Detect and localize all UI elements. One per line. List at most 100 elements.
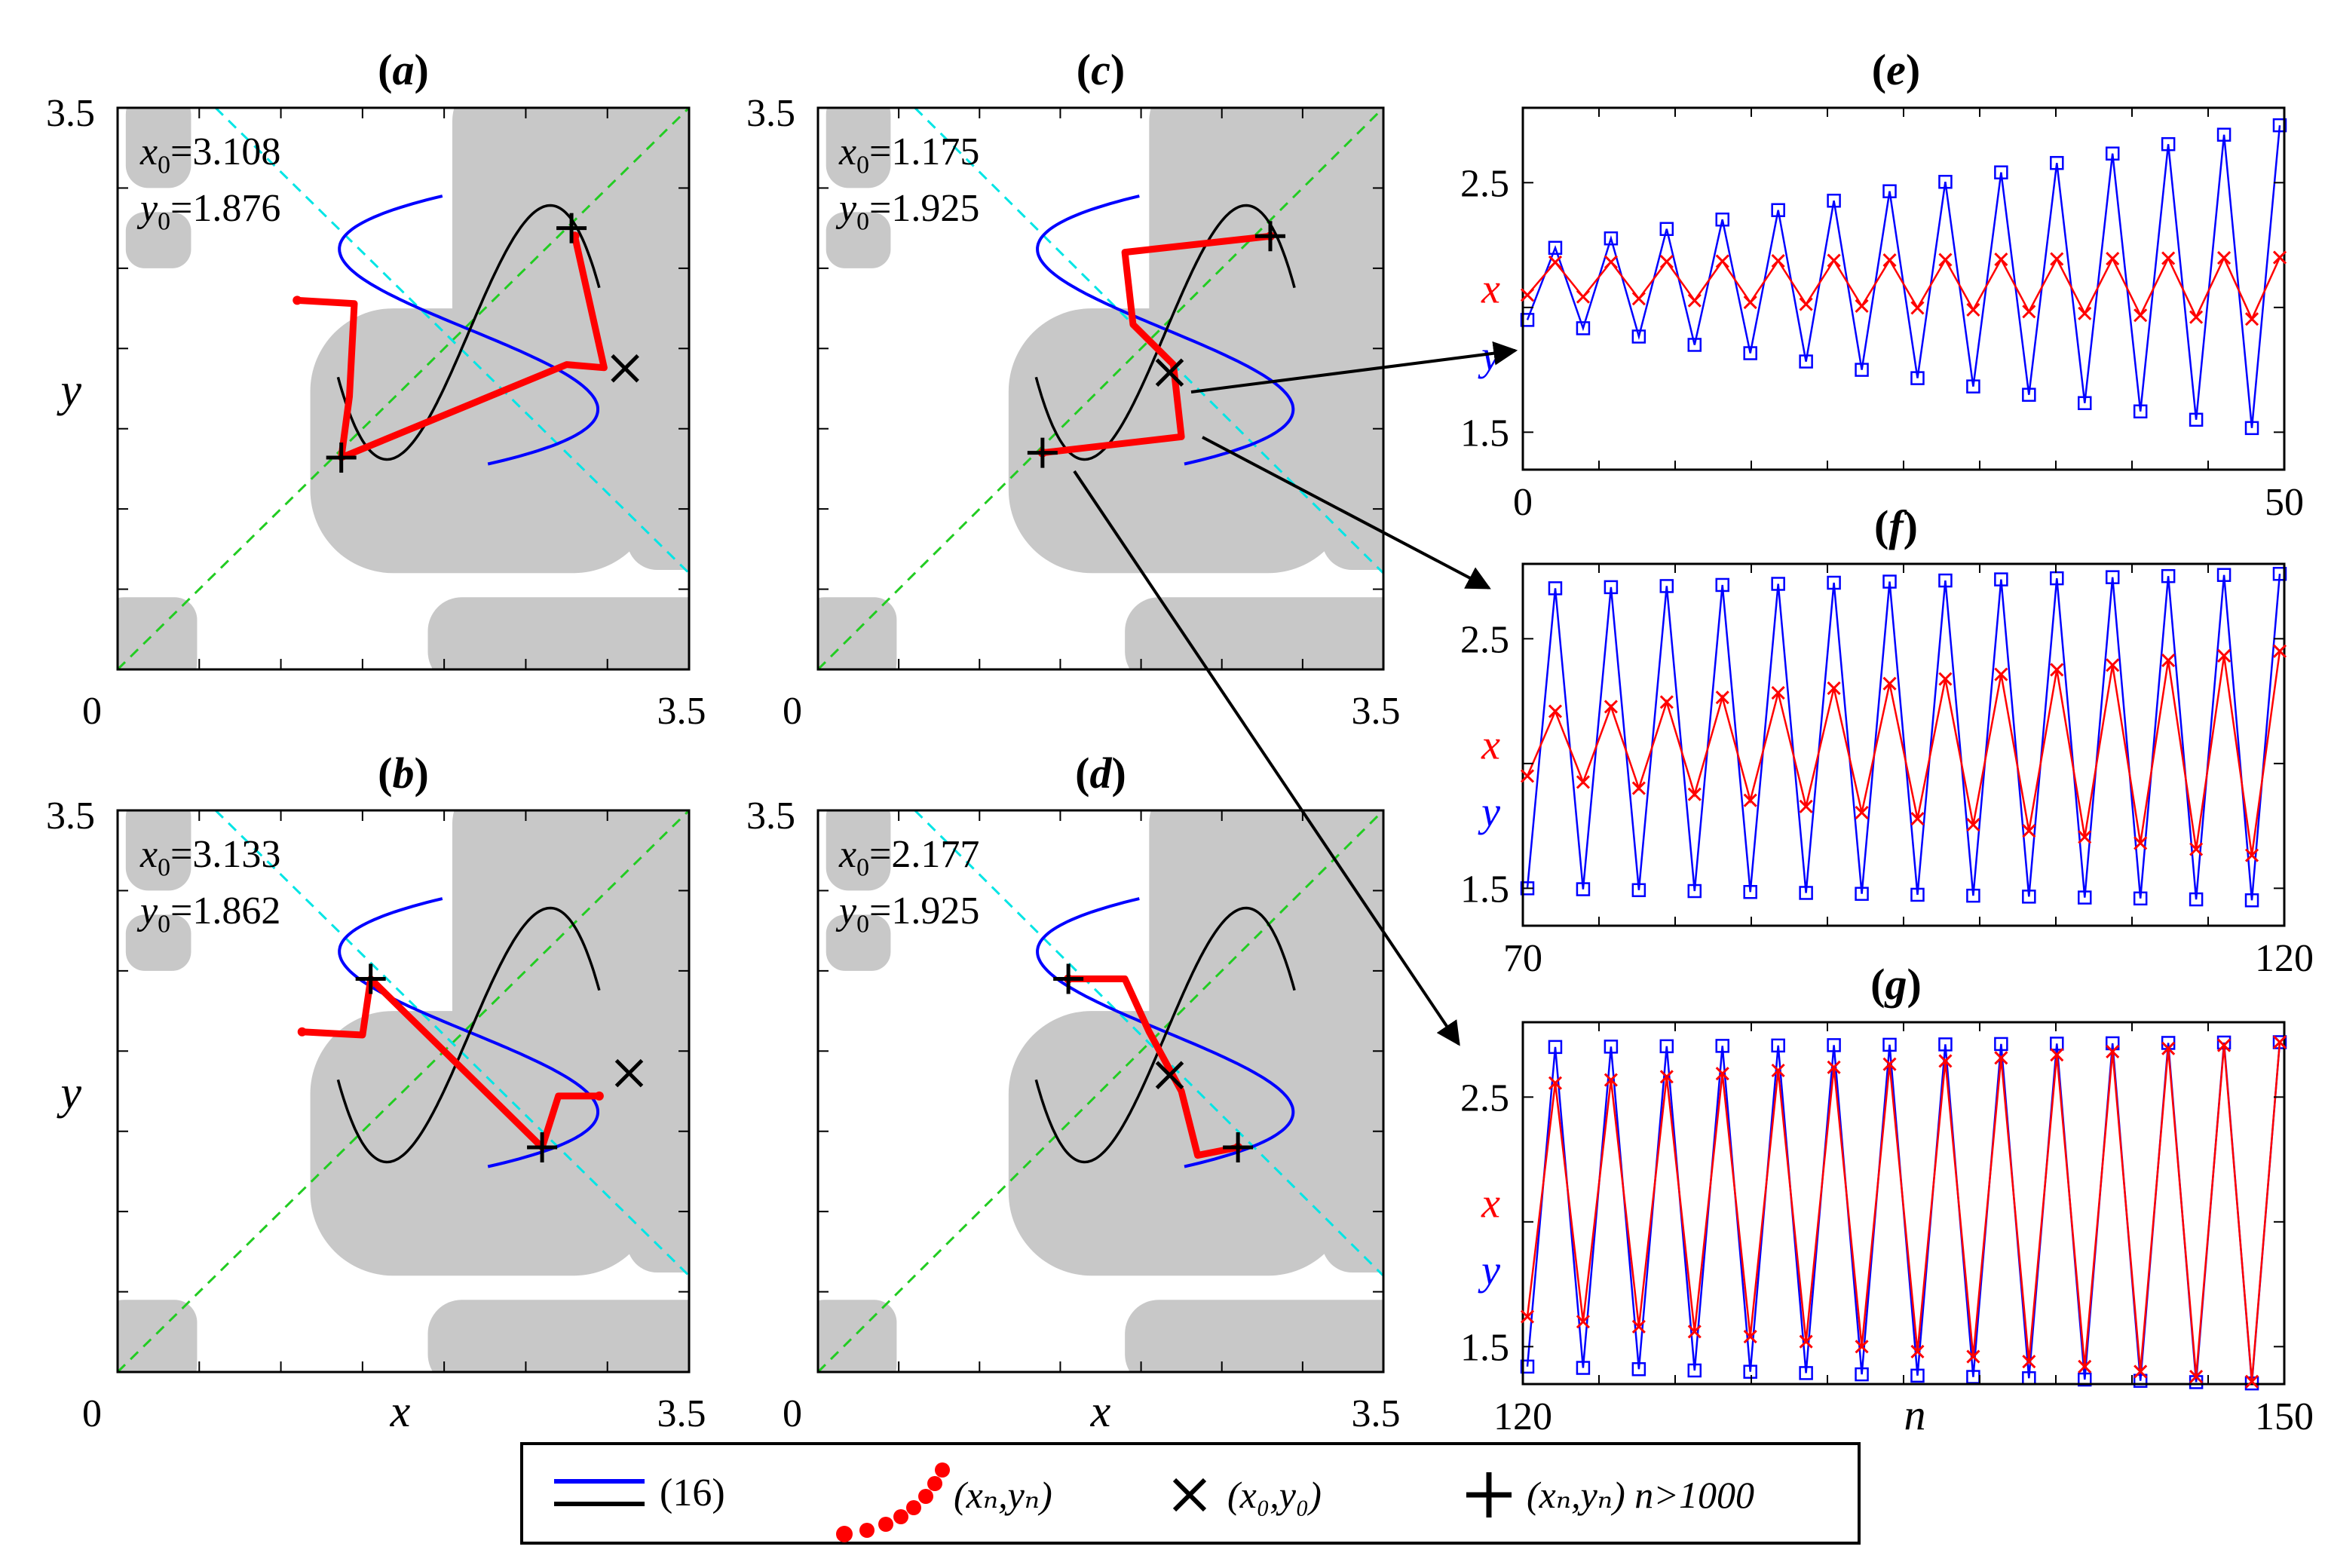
shaded-region	[452, 810, 689, 1076]
cross-stroke	[1715, 691, 1729, 705]
limit-point-marker	[326, 443, 357, 473]
anti-diagonal-line	[214, 810, 689, 1277]
data-point	[2216, 568, 2232, 582]
shaded-region	[310, 1011, 657, 1276]
data-point	[1659, 1070, 1674, 1084]
cross-stroke	[1882, 676, 1897, 691]
trajectory-path	[1039, 232, 1274, 457]
series-x-line	[1527, 256, 2281, 322]
panel-title: (b)	[378, 749, 429, 798]
x-tick-label: 120	[2255, 937, 2314, 980]
cross-stroke	[2022, 1355, 2036, 1369]
data-point	[1631, 781, 1646, 795]
data-point	[2189, 1370, 2204, 1384]
limit-point-marker	[1223, 1132, 1254, 1162]
legend-curve-label: (16)	[660, 1472, 725, 1514]
data-point	[1687, 338, 1702, 352]
data-point	[1827, 575, 1841, 590]
panel-e	[1520, 106, 2287, 471]
cross-stroke	[1687, 1325, 1702, 1339]
legend-y-label: y	[1478, 1248, 1500, 1294]
shaded-region	[818, 1300, 897, 1372]
panel-a	[116, 106, 691, 671]
data-point	[2244, 893, 2259, 908]
data-point	[1659, 579, 1674, 593]
cross-stroke	[1855, 805, 1869, 819]
shaded-region	[826, 914, 891, 971]
x-tick-label: 0	[783, 1392, 802, 1435]
shaded-region	[626, 332, 689, 571]
data-point	[1715, 212, 1729, 227]
y-tick-label: 3.5	[46, 795, 95, 838]
data-point	[1910, 1344, 1925, 1359]
data-point	[2133, 1374, 2148, 1388]
data-point	[2133, 836, 2148, 850]
cross-stroke	[1910, 811, 1925, 826]
cross-stroke	[1827, 253, 1841, 268]
data-point	[1855, 1340, 1869, 1354]
data-point	[1604, 700, 1618, 714]
data-point	[1631, 1362, 1646, 1377]
data-point	[1576, 882, 1591, 896]
data-point	[1548, 581, 1563, 596]
shaded-region	[125, 108, 191, 188]
limit-point-marker	[355, 963, 386, 994]
panel-c	[816, 106, 1385, 671]
data-point	[1882, 676, 1897, 691]
cross-stroke	[2189, 842, 2204, 856]
data-point	[2189, 842, 2204, 856]
data-point	[1910, 1368, 1925, 1383]
data-point	[1771, 203, 1785, 217]
data-point	[1827, 193, 1841, 208]
cross-stroke	[1827, 681, 1841, 695]
y0-value-label: y0=1.925	[835, 890, 979, 938]
y0-value-label: y0=1.876	[136, 187, 280, 235]
data-point	[2050, 663, 2064, 677]
panel-title: (d)	[1075, 749, 1126, 798]
data-point	[1659, 222, 1674, 236]
y0-value-label: y0=1.862	[136, 890, 280, 938]
cross-stroke	[1715, 1067, 1729, 1081]
cross-stroke	[1966, 302, 1980, 317]
cross-stroke	[1687, 787, 1702, 801]
data-point	[1771, 577, 1785, 591]
trajectory-path	[1064, 975, 1242, 1159]
data-point	[1994, 1037, 2008, 1052]
legend-trajectory-dot	[893, 1509, 908, 1524]
shaded-region	[818, 597, 897, 669]
data-point	[1827, 1060, 1841, 1074]
diagonal-line	[118, 810, 689, 1372]
shaded-region	[826, 212, 891, 268]
start-marker	[614, 1058, 644, 1088]
panel-title: (e)	[1872, 45, 1920, 94]
data-point	[2272, 566, 2287, 581]
cross-stroke	[1994, 253, 2008, 267]
shaded-region	[125, 810, 191, 891]
y-tick-label: 1.5	[1460, 1326, 1509, 1369]
shaded-region	[118, 1300, 198, 1372]
data-point	[1743, 884, 1757, 899]
y-tick-label: 3.5	[746, 795, 795, 838]
shaded-region	[1322, 1035, 1383, 1273]
data-point	[1576, 1361, 1591, 1375]
cross-stroke	[2106, 1044, 2120, 1059]
data-point	[1604, 580, 1619, 595]
cross-stroke	[2078, 830, 2092, 844]
cross-stroke	[1966, 818, 1980, 832]
data-point	[1631, 883, 1646, 898]
cross-stroke	[2133, 836, 2148, 850]
cross-stroke	[1827, 1060, 1841, 1074]
data-point	[1938, 1054, 1953, 1068]
data-point	[2105, 146, 2120, 161]
cross-stroke	[1172, 1478, 1207, 1512]
data-point	[1882, 184, 1897, 198]
cross-stroke	[1743, 1330, 1757, 1344]
series-y-line	[1526, 125, 2281, 428]
cross-stroke	[2244, 848, 2259, 862]
cross-stroke	[2161, 251, 2176, 265]
x-axis-label: x	[390, 1386, 411, 1436]
data-point	[2133, 308, 2148, 323]
anti-diagonal-line	[214, 108, 689, 574]
data-point	[1994, 667, 2008, 681]
